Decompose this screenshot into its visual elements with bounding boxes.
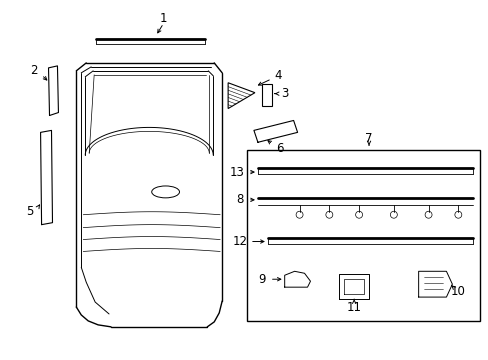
Text: 5: 5 (26, 205, 33, 218)
Text: 2: 2 (30, 64, 37, 77)
Bar (246, 150, 479, 321)
Text: 9: 9 (258, 273, 265, 286)
Bar (262, 84, 271, 105)
Text: 8: 8 (236, 193, 243, 206)
Text: 1: 1 (160, 12, 167, 25)
Text: 12: 12 (232, 235, 247, 248)
Text: 6: 6 (275, 142, 283, 155)
Text: 7: 7 (365, 132, 372, 145)
Text: 10: 10 (450, 285, 465, 298)
Text: 4: 4 (273, 69, 281, 82)
Text: 3: 3 (281, 87, 288, 100)
Text: 11: 11 (346, 301, 361, 314)
Text: 13: 13 (229, 166, 244, 179)
